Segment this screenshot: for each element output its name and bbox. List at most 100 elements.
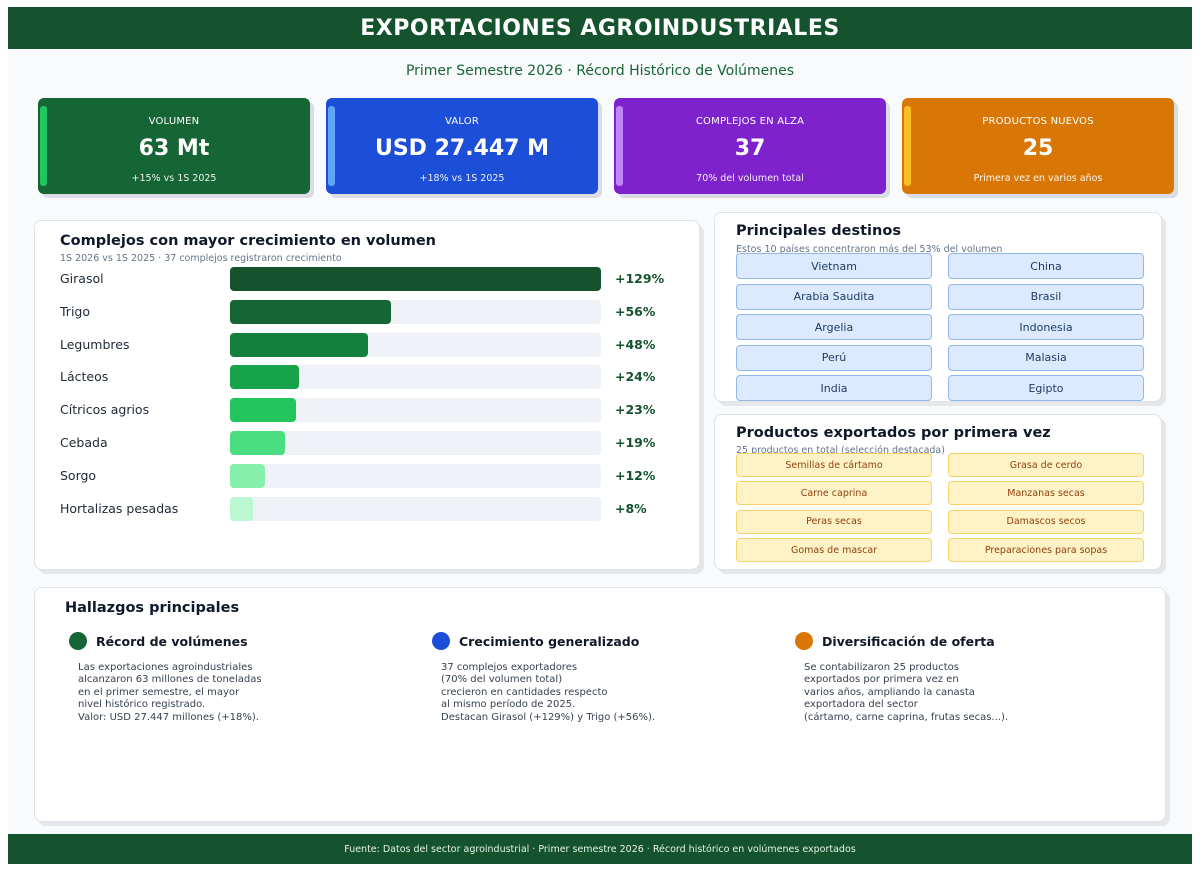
kpi-card-productos: PRODUCTOS NUEVOS 25 Primera vez en vario… [902, 98, 1174, 194]
kpi-note: Primera vez en varios años [973, 173, 1103, 184]
bar-row: Cítricos agrios +23% [60, 398, 700, 423]
destination-chip: India [736, 375, 932, 402]
bar-row: Lácteos +24% [60, 365, 700, 390]
finding-bullet-icon [795, 632, 813, 650]
bar-label: Sorgo [60, 467, 97, 483]
finding-title: Récord de volúmenes [96, 634, 248, 649]
finding-body: Las exportaciones agroindustriales alcan… [78, 662, 262, 723]
product-chip: Carne caprina [736, 481, 932, 506]
finding-bullet-icon [69, 632, 87, 650]
page-footer: Fuente: Datos del sector agroindustrial … [8, 834, 1192, 864]
bar-row: Girasol +129% [60, 267, 700, 291]
bar-row: Legumbres +48% [60, 332, 700, 357]
bar-track [230, 431, 601, 455]
product-chip: Peras secas [736, 509, 932, 534]
bar-label: Legumbres [60, 336, 130, 352]
destination-chip: Argelia [736, 314, 932, 341]
destination-chip: Egipto [948, 375, 1144, 402]
new-products-title: Productos exportados por primera vez [736, 425, 1051, 441]
product-chip: Manzanas secas [948, 481, 1144, 506]
bar-label: Trigo [60, 303, 90, 319]
bar-value-label: +12% [615, 467, 656, 483]
page-title: EXPORTACIONES AGROINDUSTRIALES [360, 15, 840, 41]
bar-value-label: +56% [615, 303, 656, 319]
kpi-accent-bar [328, 106, 335, 186]
bar-fill [230, 299, 391, 324]
destination-chip: Arabia Saudita [736, 283, 932, 310]
bar-track [230, 398, 601, 423]
kpi-accent-bar [904, 106, 911, 186]
bar-value-label: +24% [615, 369, 656, 385]
bar-track [230, 496, 601, 521]
new-products-card: Productos exportados por primera vez 25 … [714, 414, 1162, 570]
bar-row: Sorgo +12% [60, 463, 700, 488]
bar-row: Trigo +56% [60, 299, 700, 324]
kpi-note: +15% vs 1S 2025 [131, 173, 217, 184]
destinations-title: Principales destinos [736, 223, 901, 239]
destination-chip: Vietnam [736, 253, 932, 279]
kpi-card-volumen: VOLUMEN 63 Mt +15% vs 1S 2025 [38, 98, 310, 194]
bar-track [230, 267, 601, 291]
product-chip: Grasa de cerdo [948, 453, 1144, 477]
findings-card: Hallazgos principales Récord de volúmene… [34, 587, 1166, 822]
bar-value-label: +23% [615, 402, 656, 418]
bar-value-label: +129% [615, 271, 665, 286]
bar-row: Cebada +19% [60, 431, 700, 455]
kpi-value: 37 [734, 136, 766, 161]
bar-track [230, 299, 601, 324]
bar-fill [230, 398, 296, 423]
product-chip: Semillas de cártamo [736, 453, 932, 477]
product-chip: Gomas de mascar [736, 538, 932, 563]
dashboard-page: EXPORTACIONES AGROINDUSTRIALES Primer Se… [8, 7, 1192, 864]
growth-subtitle: 1S 2026 vs 1S 2025 · 37 complejos regist… [60, 253, 342, 264]
product-chip: Preparaciones para sopas [948, 538, 1144, 563]
bar-label: Hortalizas pesadas [60, 500, 179, 516]
kpi-card-complejos: COMPLEJOS EN ALZA 37 70% del volumen tot… [614, 98, 886, 194]
bar-value-label: +8% [615, 500, 647, 516]
destination-chip: Indonesia [948, 314, 1144, 341]
bar-track [230, 332, 601, 357]
bar-fill [230, 365, 299, 390]
bar-label: Cítricos agrios [60, 402, 150, 418]
footer-source: Fuente: Datos del sector agroindustrial … [344, 843, 856, 855]
destination-chip: Malasia [948, 344, 1144, 371]
bar-label: Girasol [60, 271, 104, 286]
bar-row: Hortalizas pesadas +8% [60, 496, 700, 521]
destination-chip: China [948, 253, 1144, 279]
destinations-subtitle: Estos 10 países concentraron más del 53%… [736, 244, 1003, 255]
finding-title: Crecimiento generalizado [459, 634, 640, 649]
bar-fill [230, 332, 368, 357]
kpi-label: COMPLEJOS EN ALZA [695, 116, 805, 127]
finding-title: Diversificación de oferta [822, 634, 995, 649]
bar-value-label: +48% [615, 336, 656, 352]
product-chip: Damascos secos [948, 509, 1144, 534]
kpi-accent-bar [616, 106, 623, 186]
kpi-note: +18% vs 1S 2025 [419, 173, 505, 184]
kpi-note: 70% del volumen total [696, 173, 804, 184]
bar-track [230, 463, 601, 488]
bar-track [230, 365, 601, 390]
bar-label: Lácteos [60, 369, 109, 385]
kpi-label: PRODUCTOS NUEVOS [982, 116, 1094, 127]
kpi-label: VALOR [444, 116, 480, 127]
destinations-card: Principales destinos Estos 10 países con… [714, 212, 1162, 402]
kpi-value: USD 27.447 M [374, 136, 550, 161]
page-header: EXPORTACIONES AGROINDUSTRIALES [8, 7, 1192, 49]
bar-label: Cebada [60, 435, 108, 450]
bar-value-label: +19% [615, 435, 656, 450]
new-products-subtitle: 25 productos en total (selección destaca… [736, 445, 945, 456]
bar-fill [230, 496, 253, 521]
kpi-value: 63 Mt [138, 136, 210, 161]
kpi-accent-bar [40, 106, 47, 186]
kpi-value: 25 [1022, 136, 1054, 161]
destination-chip: Brasil [948, 283, 1144, 310]
bar-fill [230, 431, 285, 455]
finding-bullet-icon [432, 632, 450, 650]
finding-body: 37 complejos exportadores (70% del volum… [441, 662, 656, 723]
kpi-card-valor: VALOR USD 27.447 M +18% vs 1S 2025 [326, 98, 598, 194]
bar-fill [230, 463, 265, 488]
findings-title: Hallazgos principales [65, 600, 240, 616]
page-subtitle: Primer Semestre 2026 · Récord Histórico … [405, 63, 795, 79]
destination-chip: Perú [736, 344, 932, 371]
finding-body: Se contabilizaron 25 productos exportado… [804, 662, 1009, 723]
